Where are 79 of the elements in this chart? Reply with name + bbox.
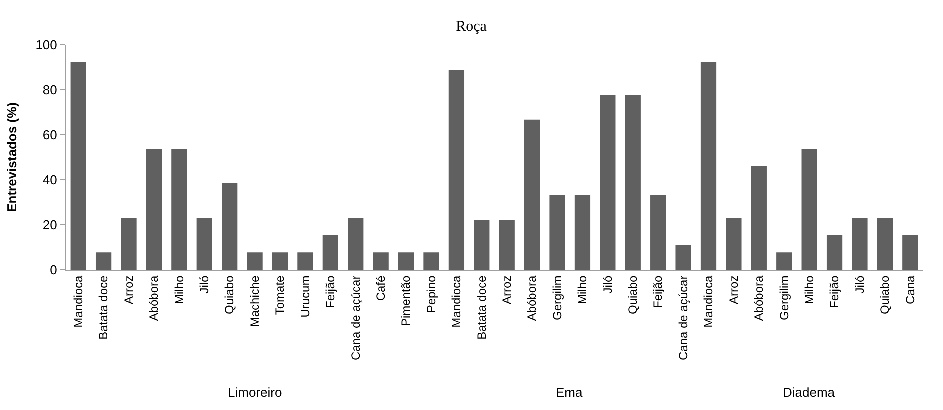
x-tick-label: Pimentão bbox=[399, 275, 414, 327]
bar bbox=[700, 62, 717, 270]
x-tick-label: Abóbora bbox=[752, 275, 766, 322]
x-tick-label: Milho bbox=[802, 275, 816, 304]
bar bbox=[650, 195, 666, 270]
x-tick-label: Mandioca bbox=[72, 275, 86, 328]
bar bbox=[424, 252, 440, 270]
bar bbox=[398, 252, 414, 270]
x-tick-label: Cana bbox=[903, 275, 918, 304]
x-tick-label: Abóbora bbox=[525, 275, 540, 322]
bar bbox=[146, 148, 162, 270]
bar bbox=[826, 235, 843, 270]
y-tick-label: 100 bbox=[36, 38, 58, 53]
bar bbox=[600, 94, 616, 270]
x-tick-label: Cana de açúcar bbox=[676, 276, 690, 361]
x-tick-label: Tomate bbox=[273, 275, 288, 316]
x-tick-label: Gergilim bbox=[777, 276, 792, 320]
x-tick-label: Batata doce bbox=[96, 275, 111, 340]
bar bbox=[676, 245, 692, 270]
bar bbox=[272, 252, 288, 270]
bar bbox=[222, 183, 238, 270]
bar bbox=[298, 252, 314, 270]
x-tick-label: Jiló bbox=[198, 275, 212, 294]
chart-title: Roça bbox=[456, 19, 488, 35]
bar bbox=[247, 252, 263, 270]
x-tick-label: Café bbox=[374, 275, 388, 302]
bar bbox=[902, 235, 918, 270]
x-axis-title: Diadema bbox=[783, 385, 836, 400]
x-tick-label: Gergilim bbox=[550, 276, 564, 320]
x-axis-title: Limoreiro bbox=[228, 385, 282, 400]
bar bbox=[96, 252, 112, 270]
x-tick-label: Feijão bbox=[651, 275, 666, 308]
y-tick-label: 0 bbox=[50, 262, 58, 278]
x-tick-label: Milho bbox=[172, 275, 186, 304]
bar bbox=[70, 62, 86, 270]
y-axis-title: Entrevistados (%) bbox=[4, 102, 20, 212]
x-tick-label: Machiche bbox=[248, 275, 262, 328]
bar bbox=[550, 195, 566, 270]
bar bbox=[625, 94, 641, 270]
bar bbox=[802, 148, 818, 270]
y-tick-label: 80 bbox=[42, 82, 58, 98]
x-tick-label: Pepino bbox=[424, 275, 438, 314]
bar bbox=[448, 70, 465, 270]
bar bbox=[524, 120, 540, 270]
y-tick-label: 40 bbox=[42, 172, 58, 188]
x-tick-label: Feijão bbox=[828, 275, 842, 308]
x-tick-label: Mandioca bbox=[702, 275, 716, 328]
x-tick-label: Quiabo bbox=[878, 275, 892, 315]
x-tick-label: Quiabo bbox=[626, 275, 640, 315]
x-tick-label: Abóbora bbox=[147, 275, 162, 322]
x-tick-label: Mandioca bbox=[450, 275, 464, 328]
bar bbox=[852, 218, 868, 270]
x-axis-title: Ema bbox=[556, 385, 584, 400]
bar bbox=[172, 148, 188, 270]
bar bbox=[348, 218, 364, 270]
bar bbox=[322, 235, 338, 270]
bar bbox=[877, 218, 894, 270]
bar bbox=[373, 252, 389, 270]
x-tick-label: Arroz bbox=[726, 276, 741, 304]
x-tick-label: Cana de açúcar bbox=[348, 276, 363, 361]
x-tick-label: Arroz bbox=[500, 276, 514, 304]
x-tick-label: Jiló bbox=[852, 275, 867, 294]
bar bbox=[499, 220, 515, 270]
bar bbox=[776, 252, 792, 270]
x-tick-label: Milho bbox=[576, 275, 590, 304]
bar bbox=[726, 218, 742, 270]
bar bbox=[574, 195, 591, 270]
bar bbox=[121, 218, 137, 270]
bar bbox=[751, 166, 767, 270]
x-tick-label: Jiló bbox=[600, 275, 615, 294]
bar bbox=[196, 218, 212, 270]
x-tick-label: Urucum bbox=[298, 276, 312, 318]
x-tick-label: Feijão bbox=[324, 275, 338, 308]
x-tick-label: Batata doce bbox=[474, 275, 489, 340]
x-tick-label: Arroz bbox=[122, 276, 136, 304]
y-tick-label: 20 bbox=[42, 218, 58, 233]
x-tick-label: Quiabo bbox=[222, 275, 237, 315]
y-tick-label: 60 bbox=[42, 128, 58, 143]
bar bbox=[474, 220, 490, 270]
